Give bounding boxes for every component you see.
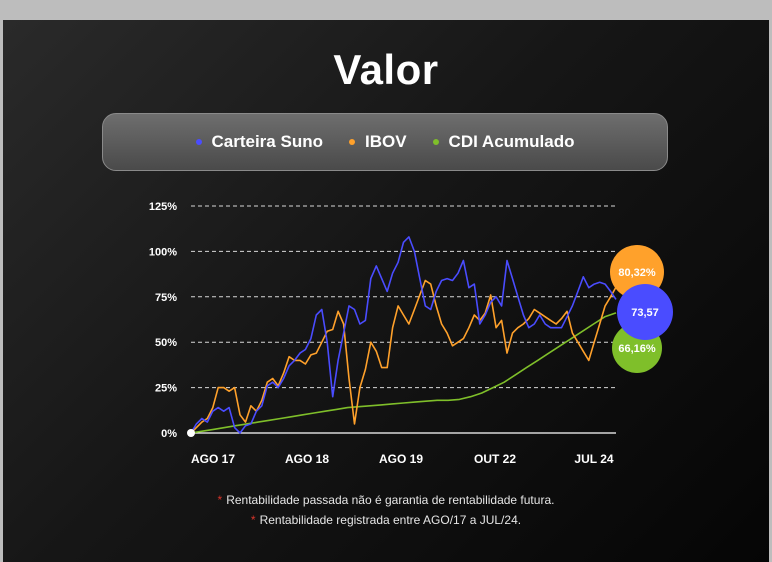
asterisk-icon: * — [217, 493, 223, 507]
y-tick-label: 50% — [155, 337, 177, 349]
legend-dot-icon — [348, 139, 355, 145]
legend-label: Carteira Suno — [211, 132, 323, 151]
x-tick-label: AGO 18 — [285, 452, 329, 466]
legend-item-ibov: IBOV — [348, 132, 407, 152]
y-tick-label: 100% — [149, 246, 177, 258]
legend: Carteira Suno IBOV CDI Acumulado — [102, 113, 668, 171]
series-line-ibov — [190, 279, 617, 434]
legend-dot-icon — [432, 139, 439, 145]
page-title: Valor — [333, 46, 439, 93]
series-line-carteira-suno — [190, 236, 617, 434]
x-tick-label: AGO 17 — [191, 452, 235, 466]
legend-dot-icon — [195, 139, 202, 145]
x-tick-label: OUT 22 — [474, 452, 516, 466]
footnote-2: * Rentabilidade registrada entre AGO/17 a… — [250, 513, 522, 527]
asterisk-icon: * — [250, 513, 256, 527]
y-tick-label: 125% — [149, 201, 177, 213]
y-tick-label: 75% — [155, 292, 177, 304]
origin-marker — [187, 429, 195, 437]
legend-item-cdi: CDI Acumulado — [432, 132, 575, 152]
end-value-label: 80,32% — [618, 267, 656, 279]
x-tick-label: AGO 19 — [379, 452, 423, 466]
y-tick-label: 25% — [155, 383, 177, 395]
x-tick-label: JUL 24 — [574, 452, 613, 466]
series-line-cdi-acumulado — [190, 312, 617, 434]
line-chart: 0% 25% 50% 75% 100% 125% AGO 17 AGO 18 AGO 19 OUT… — [149, 201, 673, 466]
legend-label: CDI Acumulado — [448, 132, 575, 151]
legend-item-carteira-suno: Carteira Suno — [195, 132, 323, 152]
end-value-label: 73,57 — [631, 307, 659, 319]
y-tick-label: 0% — [161, 428, 177, 440]
end-bubble-carteira-suno — [617, 284, 673, 340]
chart-card: Valor Carteira Suno IBOV CDI Acumulado 0… — [3, 20, 769, 562]
end-value-label: 66,16% — [618, 343, 656, 355]
footnote-1: * Rentabilidade passada não é garantia de… — [217, 493, 555, 507]
footnotes: * Rentabilidade passada não é garantia de… — [3, 490, 769, 530]
legend-label: IBOV — [364, 132, 407, 151]
